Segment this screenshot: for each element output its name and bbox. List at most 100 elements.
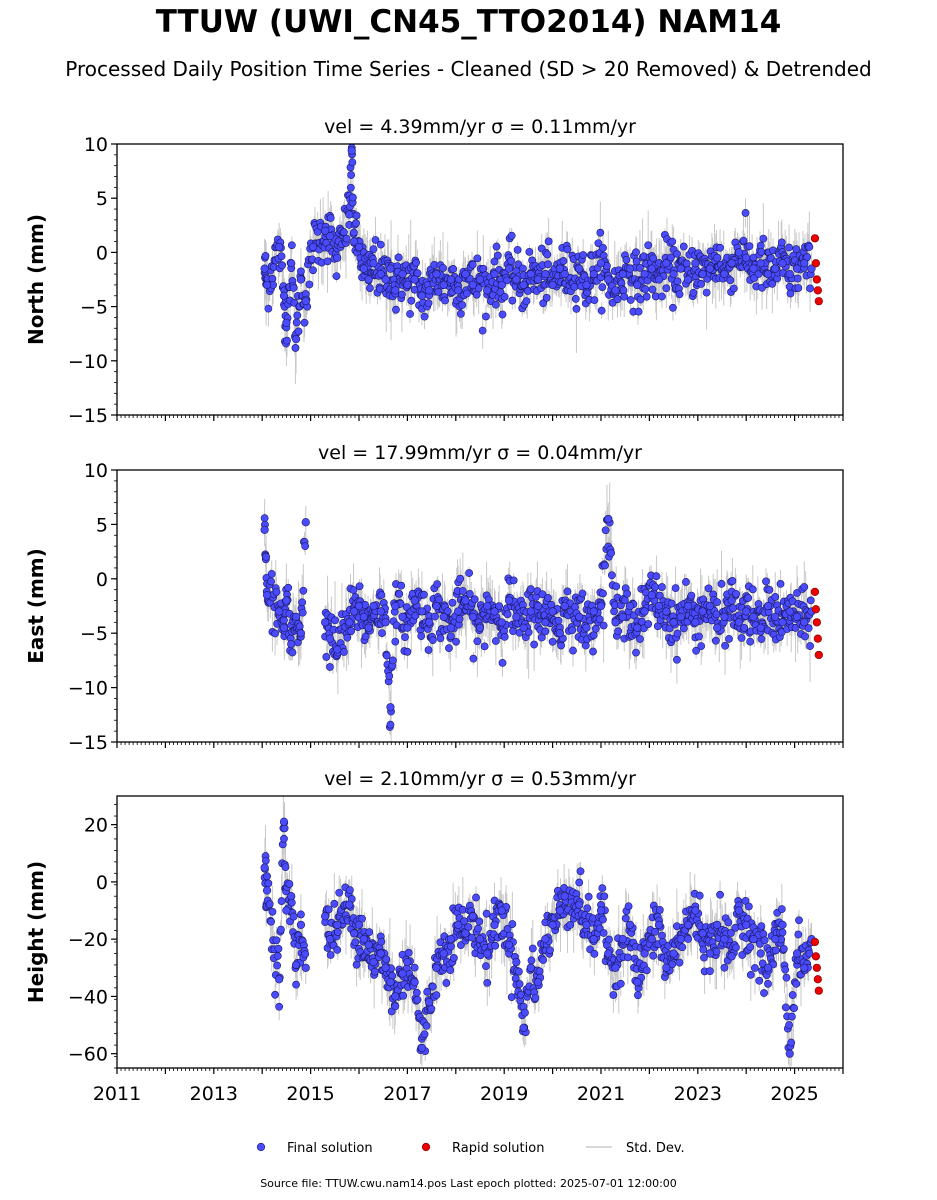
final-solution-point [633,623,642,632]
final-solution-point [596,601,606,611]
final-solution-point [634,307,643,316]
final-solution-point [308,242,318,252]
final-solution-point [519,623,528,632]
final-solution-point [465,569,474,577]
final-solution-point [607,571,616,580]
final-solution-point [544,237,553,246]
final-solution-point [285,880,294,888]
final-solution-point [575,264,584,273]
final-solution-point [512,275,521,284]
final-solution-point [713,253,722,262]
final-solution-point [267,577,275,586]
y-tick-label: 5 [96,188,108,210]
final-solution-point [765,585,774,594]
final-solution-point [347,171,356,179]
final-solution-point [354,242,364,252]
final-solution-point [632,648,640,657]
final-solution-point [425,618,434,627]
final-solution-point [785,269,794,279]
final-solution-point [673,277,682,286]
final-solution-point [461,596,470,605]
y-tick-label: 10 [84,460,108,482]
rapid-solution-point [812,275,821,284]
final-solution-point [563,587,572,596]
final-solution-point [669,618,678,627]
final-solution-point [470,595,479,604]
rapid-solution-point [810,587,820,596]
final-solution-point [300,318,309,327]
final-solution-point [456,309,465,318]
final-solution-point [732,589,740,598]
final-solution-point [386,720,395,729]
final-solution-point [403,647,412,656]
final-solution-point [321,618,330,627]
final-solution-point [397,290,406,299]
final-solution-point [281,863,290,871]
final-solution-point [599,621,608,630]
final-solution-point [622,255,631,264]
final-solution-point [682,259,691,268]
final-solution-point [684,275,693,284]
final-solution-point [806,284,814,293]
final-solution-point [705,601,715,611]
final-solution-point [636,635,644,643]
final-solution-point [612,582,621,591]
final-solution-point [636,263,644,272]
final-solution-point [613,295,622,304]
final-solution-point [679,624,688,633]
final-solution-point [452,637,460,646]
final-solution-point [611,286,620,295]
final-solution-point [465,590,474,598]
final-solution-point [698,269,707,279]
final-solution-point [447,632,455,641]
final-solution-point [702,288,711,297]
final-solution-point [291,344,300,352]
final-solution-point [262,280,272,290]
rapid-solution-point [811,605,820,614]
final-solution-point [483,286,492,295]
final-solution-point [662,259,671,268]
rapid-solution-point [814,650,823,660]
final-solution-point [729,284,738,293]
final-solution-point [376,240,385,249]
final-solution-point [271,990,280,999]
final-solution-point [640,607,649,616]
final-solution-point [741,209,750,217]
final-solution-point [293,311,302,320]
final-solution-point [441,296,449,305]
final-solution-point [458,587,467,595]
final-solution-point [401,633,409,642]
figure-title: TTUW (UWI_CN45_TTO2014) NAM14 [155,4,782,40]
final-solution-point [673,249,681,258]
final-solution-point [625,264,635,273]
final-solution-point [771,612,780,621]
final-solution-point [793,274,802,283]
final-solution-point [424,299,433,308]
final-solution-point [757,635,766,643]
final-solution-point [739,236,748,245]
final-solution-point [369,601,378,611]
final-solution-point [364,275,373,284]
final-solution-point [369,245,378,254]
final-solution-point [275,607,284,616]
final-solution-point [756,259,765,268]
final-solution-point [727,596,736,605]
final-solution-point [436,634,445,643]
final-solution-point [692,646,701,655]
final-solution-point [671,584,680,593]
final-solution-point [749,264,758,273]
final-solution-point [468,260,477,269]
final-solution-point [749,612,758,621]
final-solution-point [261,252,270,260]
final-solution-point [397,581,406,590]
final-solution-point [410,275,419,284]
final-solution-point [599,243,607,252]
final-solution-point [298,598,307,607]
final-solution-point [716,243,724,252]
final-solution-point [720,269,729,279]
final-solution-point [446,275,456,284]
final-solution-point [433,580,441,589]
final-solution-point [278,261,287,270]
y-tick-label: −15 [68,732,108,754]
final-solution-point [734,618,744,627]
